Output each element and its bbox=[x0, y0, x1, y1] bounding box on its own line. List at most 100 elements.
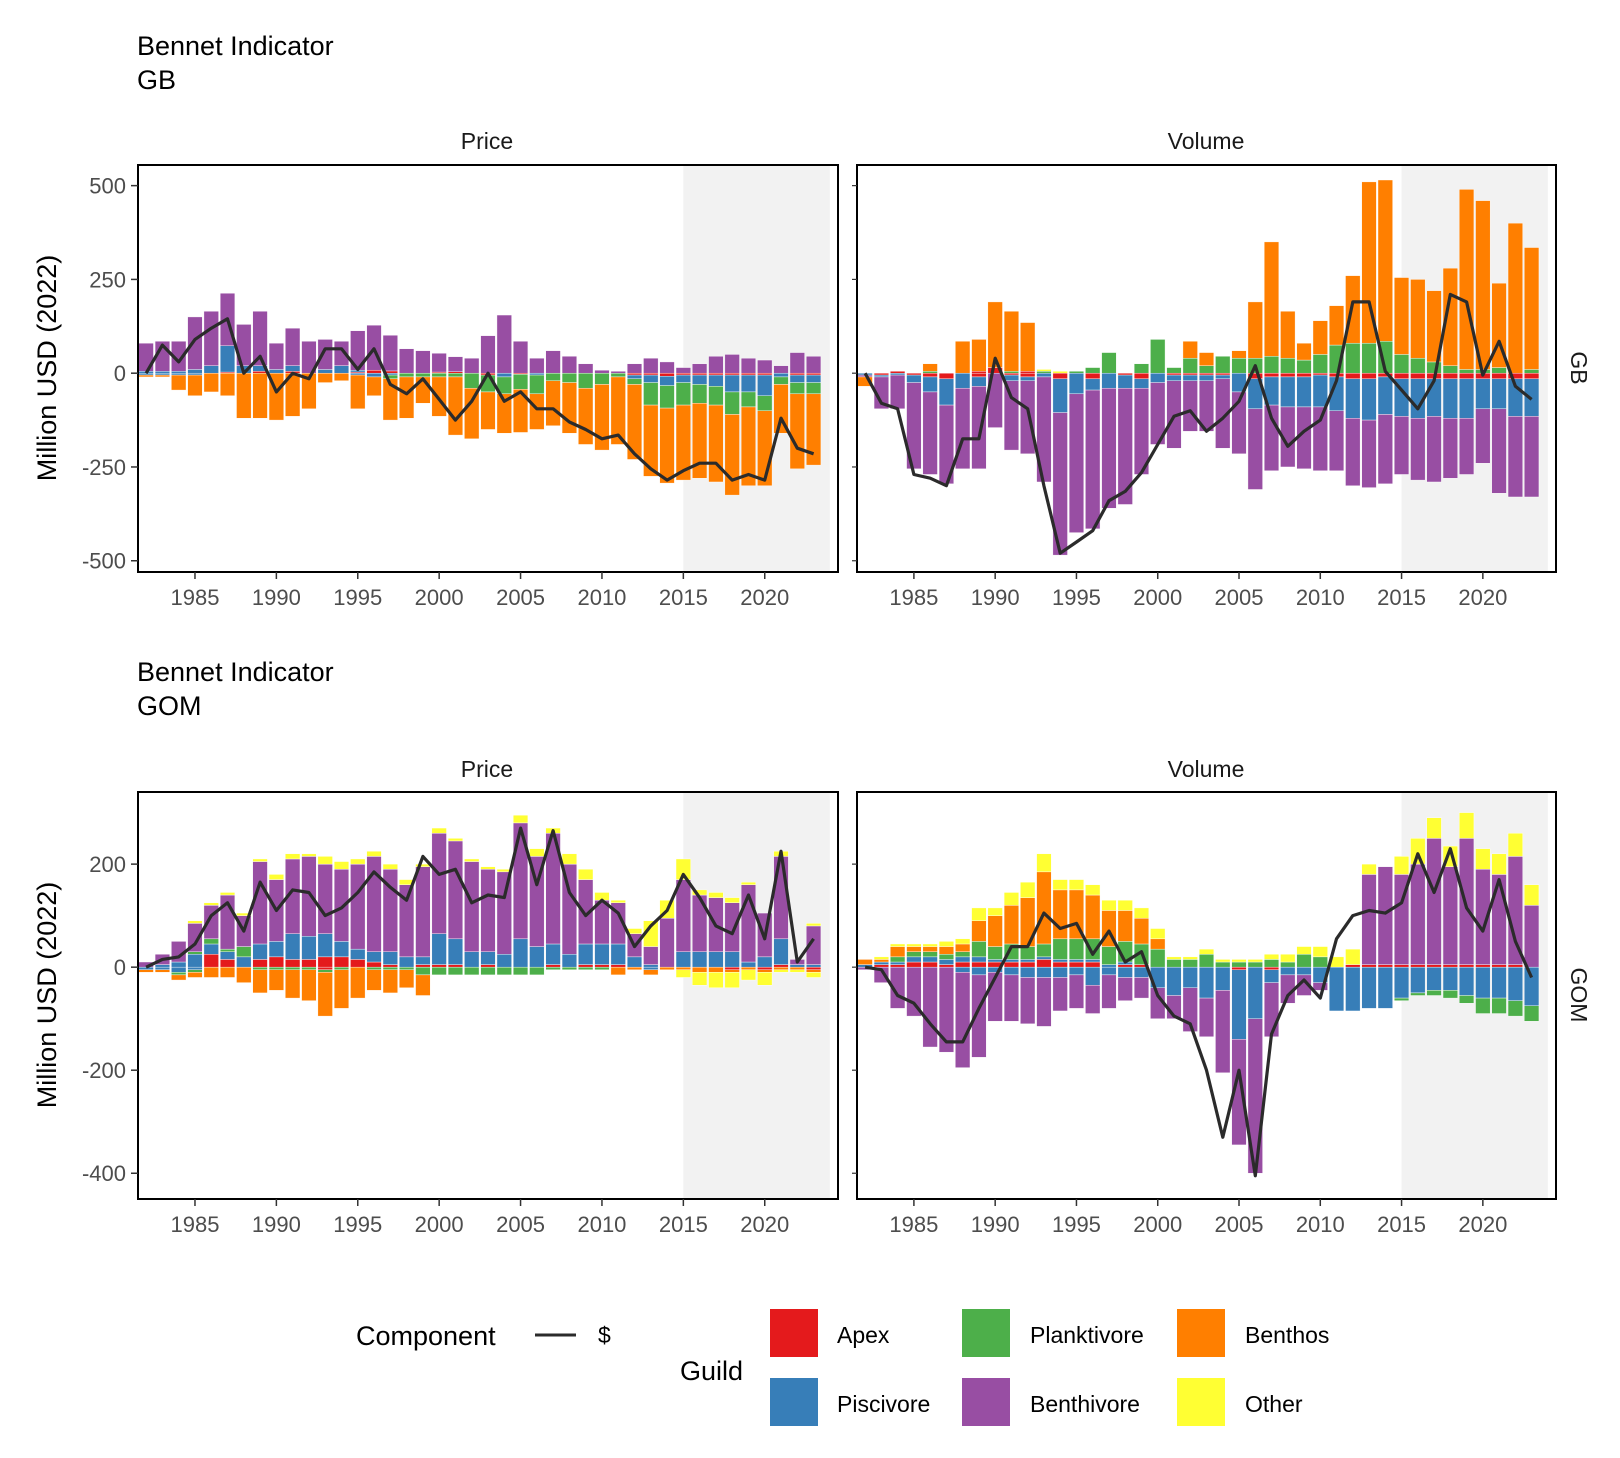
bar-benthivore-2005 bbox=[1231, 1039, 1247, 1146]
bar-benthivore-2000 bbox=[431, 353, 447, 373]
bar-planktivore-1991 bbox=[285, 966, 301, 970]
bar-planktivore-2001 bbox=[1166, 367, 1182, 374]
bar-benthos-2003 bbox=[1198, 352, 1215, 366]
bar-benthivore-1995 bbox=[1068, 974, 1084, 1009]
bar-benthivore-2023 bbox=[806, 356, 822, 374]
bar-planktivore-2002 bbox=[1182, 357, 1198, 374]
bar-benthivore-2010 bbox=[594, 369, 610, 374]
bar-piscivore-2021 bbox=[1491, 378, 1507, 410]
bar-apex-1991 bbox=[1003, 372, 1019, 376]
xtick-label: 1985 bbox=[889, 1212, 938, 1237]
bar-apex-2008 bbox=[1280, 372, 1296, 378]
bar-piscivore-2019 bbox=[740, 374, 756, 393]
bar-piscivore-1986 bbox=[922, 376, 938, 393]
bar-apex-2001 bbox=[447, 371, 463, 374]
bar-benthos-1991 bbox=[1003, 905, 1019, 945]
bar-benthos-2010 bbox=[594, 384, 610, 451]
bar-piscivore-1998 bbox=[1117, 374, 1133, 389]
bar-benthos-2000 bbox=[1150, 938, 1166, 950]
bar-benthos-1991 bbox=[285, 969, 301, 999]
bar-benthivore-2023 bbox=[1524, 905, 1540, 968]
bar-benthivore-2004 bbox=[1215, 378, 1231, 449]
bar-benthos-2015 bbox=[675, 404, 691, 481]
bar-benthos-2007 bbox=[545, 380, 561, 426]
bar-benthos-1993 bbox=[317, 972, 333, 1017]
subtitle-gb: GB bbox=[137, 65, 176, 95]
bar-benthos-1991 bbox=[1003, 311, 1019, 372]
bar-benthos-2014 bbox=[1377, 179, 1393, 342]
bar-benthivore-2022 bbox=[789, 352, 805, 374]
bar-planktivore-2008 bbox=[561, 966, 577, 970]
bar-benthos-1988 bbox=[236, 966, 252, 983]
bar-benthos-2006 bbox=[529, 393, 545, 430]
bar-benthivore-2018 bbox=[724, 902, 740, 952]
bar-piscivore-2023 bbox=[806, 964, 822, 968]
bar-piscivore-2014 bbox=[659, 375, 675, 386]
bar-other-1996 bbox=[1085, 884, 1101, 896]
bar-planktivore-1993 bbox=[1036, 371, 1052, 374]
bar-piscivore-1993 bbox=[1036, 966, 1052, 978]
ylabel-gom: Million USD (2022) bbox=[32, 882, 62, 1109]
bar-piscivore-1984 bbox=[171, 961, 187, 968]
bar-piscivore-2018 bbox=[724, 951, 740, 968]
bar-benthivore-1989 bbox=[971, 974, 987, 1058]
bar-benthos-2006 bbox=[1247, 301, 1263, 359]
bar-piscivore-2017 bbox=[1426, 378, 1442, 417]
bar-benthos-2012 bbox=[626, 966, 643, 970]
bar-benthivore-2013 bbox=[1361, 419, 1377, 488]
bar-benthos-2017 bbox=[708, 966, 724, 973]
bar-benthivore-2007 bbox=[1264, 982, 1280, 1037]
ytick-label: 200 bbox=[89, 852, 126, 877]
bar-planktivore-1999 bbox=[1133, 363, 1149, 374]
bar-piscivore-1984 bbox=[890, 961, 906, 965]
bar-other-2015 bbox=[675, 858, 691, 880]
bar-piscivore-2001 bbox=[447, 938, 463, 965]
bar-planktivore-1985 bbox=[187, 969, 203, 973]
bar-planktivore-2009 bbox=[1296, 359, 1312, 374]
bar-benthos-2022 bbox=[789, 393, 805, 470]
bar-apex-2016 bbox=[692, 372, 708, 376]
bar-piscivore-1990 bbox=[987, 959, 1003, 963]
xtick-label: 2020 bbox=[1458, 585, 1507, 610]
bar-benthos-2018 bbox=[724, 414, 740, 496]
bar-benthivore-2021 bbox=[1491, 874, 1507, 965]
bar-benthivore-2017 bbox=[1426, 416, 1442, 483]
bar-apex-2001 bbox=[1166, 372, 1182, 376]
bar-other-2007 bbox=[1264, 954, 1280, 960]
total-line bbox=[144, 317, 815, 482]
bar-benthos-1984 bbox=[171, 374, 187, 391]
bar-apex-1985 bbox=[906, 961, 922, 968]
bar-benthivore-1994 bbox=[1052, 977, 1068, 1012]
bar-benthivore-2004 bbox=[496, 314, 512, 374]
bar-benthos-1989 bbox=[971, 339, 987, 372]
bar-other-2001 bbox=[447, 838, 463, 842]
bar-planktivore-2001 bbox=[447, 966, 463, 976]
bar-benthos-2022 bbox=[1507, 222, 1523, 374]
bar-other-1986 bbox=[922, 943, 938, 947]
bar-piscivore-1996 bbox=[366, 951, 382, 963]
bar-apex-1983 bbox=[873, 372, 889, 376]
bar-piscivore-2022 bbox=[789, 964, 805, 968]
bar-apex-2020 bbox=[1475, 964, 1491, 968]
bar-planktivore-1984 bbox=[890, 956, 906, 963]
bar-piscivore-2005 bbox=[1231, 969, 1247, 1040]
bar-apex-2002 bbox=[1182, 372, 1198, 376]
bar-piscivore-1988 bbox=[955, 372, 971, 389]
bar-piscivore-1984 bbox=[171, 372, 187, 376]
bar-benthivore-2017 bbox=[708, 356, 724, 374]
bar-piscivore-2002 bbox=[1182, 374, 1198, 381]
bars bbox=[138, 293, 822, 496]
bar-apex-2021 bbox=[1491, 964, 1507, 968]
bar-planktivore-2021 bbox=[773, 376, 789, 385]
bar-piscivore-1985 bbox=[187, 372, 203, 376]
bar-other-2008 bbox=[561, 853, 577, 865]
bar-piscivore-1982 bbox=[138, 966, 154, 970]
bar-planktivore-1993 bbox=[317, 969, 333, 973]
bar-other-1990 bbox=[987, 907, 1003, 916]
strip-right-gb: GB bbox=[1566, 351, 1592, 384]
bar-benthivore-2019 bbox=[1459, 418, 1475, 475]
bar-apex-1996 bbox=[366, 961, 382, 968]
bar-planktivore-2017 bbox=[1426, 990, 1442, 996]
bar-benthos-1984 bbox=[171, 974, 187, 981]
bar-planktivore-2023 bbox=[806, 382, 822, 395]
